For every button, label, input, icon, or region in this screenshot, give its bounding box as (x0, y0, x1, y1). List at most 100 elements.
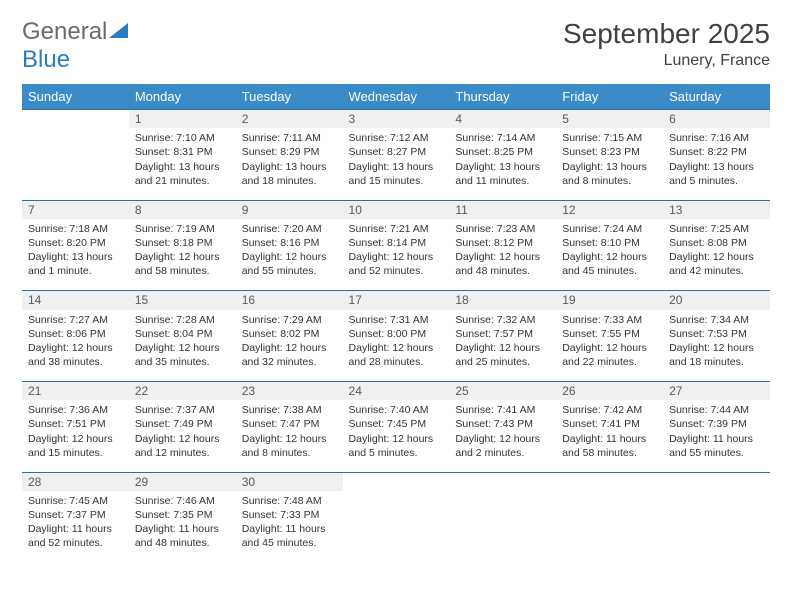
sunrise-text: Sunrise: 7:45 AM (28, 494, 123, 508)
day-content-cell: Sunrise: 7:34 AMSunset: 7:53 PMDaylight:… (663, 310, 770, 382)
day-content-cell: Sunrise: 7:32 AMSunset: 7:57 PMDaylight:… (449, 310, 556, 382)
sunset-text: Sunset: 7:41 PM (562, 417, 657, 431)
day-content-cell: Sunrise: 7:28 AMSunset: 8:04 PMDaylight:… (129, 310, 236, 382)
daynum-row: 78910111213 (22, 200, 770, 219)
daylight-text: Daylight: 13 hours and 18 minutes. (242, 160, 337, 188)
calendar-table: Sunday Monday Tuesday Wednesday Thursday… (22, 84, 770, 563)
day-content-cell: Sunrise: 7:44 AMSunset: 7:39 PMDaylight:… (663, 400, 770, 472)
sunset-text: Sunset: 7:33 PM (242, 508, 337, 522)
daylight-text: Daylight: 13 hours and 8 minutes. (562, 160, 657, 188)
day-content-cell: Sunrise: 7:36 AMSunset: 7:51 PMDaylight:… (22, 400, 129, 472)
daylight-text: Daylight: 12 hours and 15 minutes. (28, 432, 123, 460)
day-number-cell: 20 (663, 291, 770, 310)
location-label: Lunery, France (563, 52, 770, 70)
sunrise-text: Sunrise: 7:11 AM (242, 131, 337, 145)
daynum-row: 14151617181920 (22, 291, 770, 310)
daylight-text: Daylight: 13 hours and 21 minutes. (135, 160, 230, 188)
daylight-text: Daylight: 12 hours and 2 minutes. (455, 432, 550, 460)
day-number-cell: 30 (236, 472, 343, 491)
day-number-cell: 10 (343, 200, 450, 219)
content-row: Sunrise: 7:10 AMSunset: 8:31 PMDaylight:… (22, 128, 770, 200)
content-row: Sunrise: 7:36 AMSunset: 7:51 PMDaylight:… (22, 400, 770, 472)
day-number-cell (22, 110, 129, 129)
day-content-cell: Sunrise: 7:29 AMSunset: 8:02 PMDaylight:… (236, 310, 343, 382)
day-content-cell (663, 491, 770, 563)
dayhead-tue: Tuesday (236, 84, 343, 110)
day-number-cell: 3 (343, 110, 450, 129)
sunset-text: Sunset: 8:25 PM (455, 145, 550, 159)
sunrise-text: Sunrise: 7:38 AM (242, 403, 337, 417)
sunrise-text: Sunrise: 7:29 AM (242, 313, 337, 327)
daylight-text: Daylight: 12 hours and 25 minutes. (455, 341, 550, 369)
day-content-cell: Sunrise: 7:21 AMSunset: 8:14 PMDaylight:… (343, 219, 450, 291)
day-number-cell (663, 472, 770, 491)
sunset-text: Sunset: 7:47 PM (242, 417, 337, 431)
day-number-cell: 8 (129, 200, 236, 219)
day-content-cell: Sunrise: 7:23 AMSunset: 8:12 PMDaylight:… (449, 219, 556, 291)
sunrise-text: Sunrise: 7:20 AM (242, 222, 337, 236)
sunset-text: Sunset: 8:18 PM (135, 236, 230, 250)
daylight-text: Daylight: 12 hours and 22 minutes. (562, 341, 657, 369)
sunset-text: Sunset: 8:00 PM (349, 327, 444, 341)
day-number-cell: 5 (556, 110, 663, 129)
sunrise-text: Sunrise: 7:23 AM (455, 222, 550, 236)
sunrise-text: Sunrise: 7:31 AM (349, 313, 444, 327)
daylight-text: Daylight: 11 hours and 52 minutes. (28, 522, 123, 550)
daynum-row: 282930 (22, 472, 770, 491)
day-content-cell: Sunrise: 7:42 AMSunset: 7:41 PMDaylight:… (556, 400, 663, 472)
sunrise-text: Sunrise: 7:48 AM (242, 494, 337, 508)
day-content-cell: Sunrise: 7:14 AMSunset: 8:25 PMDaylight:… (449, 128, 556, 200)
sunset-text: Sunset: 8:08 PM (669, 236, 764, 250)
day-number-cell: 12 (556, 200, 663, 219)
sunset-text: Sunset: 7:35 PM (135, 508, 230, 522)
day-content-cell: Sunrise: 7:31 AMSunset: 8:00 PMDaylight:… (343, 310, 450, 382)
sunrise-text: Sunrise: 7:21 AM (349, 222, 444, 236)
day-number-cell: 1 (129, 110, 236, 129)
sunset-text: Sunset: 8:02 PM (242, 327, 337, 341)
day-content-cell: Sunrise: 7:10 AMSunset: 8:31 PMDaylight:… (129, 128, 236, 200)
day-content-cell: Sunrise: 7:27 AMSunset: 8:06 PMDaylight:… (22, 310, 129, 382)
day-content-cell: Sunrise: 7:25 AMSunset: 8:08 PMDaylight:… (663, 219, 770, 291)
sunrise-text: Sunrise: 7:25 AM (669, 222, 764, 236)
day-number-cell: 14 (22, 291, 129, 310)
dayhead-wed: Wednesday (343, 84, 450, 110)
daylight-text: Daylight: 12 hours and 42 minutes. (669, 250, 764, 278)
daylight-text: Daylight: 13 hours and 15 minutes. (349, 160, 444, 188)
daylight-text: Daylight: 12 hours and 12 minutes. (135, 432, 230, 460)
daylight-text: Daylight: 13 hours and 11 minutes. (455, 160, 550, 188)
daylight-text: Daylight: 13 hours and 5 minutes. (669, 160, 764, 188)
sunrise-text: Sunrise: 7:14 AM (455, 131, 550, 145)
daylight-text: Daylight: 12 hours and 28 minutes. (349, 341, 444, 369)
sunrise-text: Sunrise: 7:34 AM (669, 313, 764, 327)
dayhead-thu: Thursday (449, 84, 556, 110)
day-content-cell (449, 491, 556, 563)
sunrise-text: Sunrise: 7:10 AM (135, 131, 230, 145)
day-number-cell (343, 472, 450, 491)
day-content-cell: Sunrise: 7:11 AMSunset: 8:29 PMDaylight:… (236, 128, 343, 200)
sunrise-text: Sunrise: 7:42 AM (562, 403, 657, 417)
daynum-row: 123456 (22, 110, 770, 129)
sunrise-text: Sunrise: 7:40 AM (349, 403, 444, 417)
sunset-text: Sunset: 8:06 PM (28, 327, 123, 341)
sunrise-text: Sunrise: 7:28 AM (135, 313, 230, 327)
daylight-text: Daylight: 11 hours and 55 minutes. (669, 432, 764, 460)
daylight-text: Daylight: 12 hours and 45 minutes. (562, 250, 657, 278)
day-content-cell: Sunrise: 7:38 AMSunset: 7:47 PMDaylight:… (236, 400, 343, 472)
sunrise-text: Sunrise: 7:44 AM (669, 403, 764, 417)
day-content-cell: Sunrise: 7:45 AMSunset: 7:37 PMDaylight:… (22, 491, 129, 563)
dayhead-fri: Friday (556, 84, 663, 110)
day-number-cell: 15 (129, 291, 236, 310)
sunrise-text: Sunrise: 7:41 AM (455, 403, 550, 417)
daylight-text: Daylight: 12 hours and 35 minutes. (135, 341, 230, 369)
sunset-text: Sunset: 8:04 PM (135, 327, 230, 341)
dayhead-mon: Monday (129, 84, 236, 110)
sunrise-text: Sunrise: 7:15 AM (562, 131, 657, 145)
sunset-text: Sunset: 8:14 PM (349, 236, 444, 250)
day-content-cell (556, 491, 663, 563)
sunset-text: Sunset: 8:16 PM (242, 236, 337, 250)
sunset-text: Sunset: 8:20 PM (28, 236, 123, 250)
day-number-cell: 29 (129, 472, 236, 491)
sunrise-text: Sunrise: 7:24 AM (562, 222, 657, 236)
sunset-text: Sunset: 8:10 PM (562, 236, 657, 250)
sunset-text: Sunset: 8:31 PM (135, 145, 230, 159)
